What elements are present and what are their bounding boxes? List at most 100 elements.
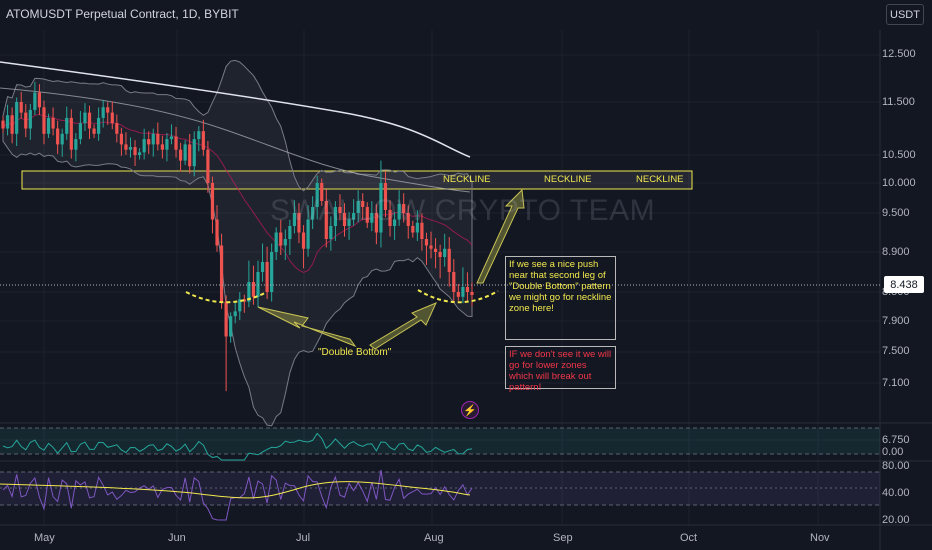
candle-body (342, 213, 347, 226)
ma-line (2, 113, 473, 274)
candle-body (219, 245, 224, 302)
x-tick-label: Sep (553, 532, 573, 544)
candle-body (215, 219, 219, 246)
candle-body (224, 301, 228, 337)
neckline-label: NECKLINE (636, 174, 684, 185)
candle-body (311, 207, 315, 220)
watermark: SWALLOW CRYPTO TEAM (270, 194, 656, 227)
candle-body (165, 139, 169, 150)
candle-body (160, 144, 164, 150)
osc-line (2, 432, 473, 461)
rsi-tick-label: 80.00 (882, 460, 910, 472)
y-tick-label: 6.750 (882, 434, 910, 446)
candle-body (443, 248, 447, 257)
candle-body (447, 248, 451, 272)
candle-body (283, 239, 287, 246)
x-tick-label: Oct (680, 532, 698, 544)
x-tick-label: Jun (168, 532, 186, 544)
candle-body (69, 117, 73, 150)
arrow-left-bottom (257, 306, 357, 348)
candle-body (151, 133, 155, 145)
ma-100-line (0, 87, 471, 193)
candle-body (124, 144, 128, 150)
candle-body (147, 139, 151, 145)
candle-body (388, 210, 392, 226)
candle-body (383, 183, 388, 210)
candle-body (429, 245, 433, 249)
candle-body (406, 213, 410, 226)
candle-body (265, 262, 269, 292)
candle-body (188, 144, 192, 167)
candle-body (210, 183, 215, 220)
moving-averages (0, 61, 473, 274)
candle-body (415, 222, 419, 233)
candle-body (229, 316, 233, 337)
lightning-icon[interactable]: ⚡ (461, 401, 479, 419)
candle-body (156, 133, 160, 145)
candle-body (169, 136, 174, 140)
y-tick-label: 7.500 (882, 345, 910, 357)
bollinger-band-area (2, 59, 473, 427)
candle-body (320, 183, 324, 201)
candle-body (461, 287, 465, 297)
candle-body (106, 107, 110, 113)
y-tick-label: 11.500 (882, 96, 915, 108)
candle-body (97, 117, 101, 134)
bullish-note: If we see a nice push near that second l… (505, 256, 616, 340)
candle-body (274, 232, 278, 252)
candle-body (233, 311, 237, 317)
candle-body (370, 213, 374, 223)
candle-body (324, 201, 328, 239)
candle-body (456, 292, 460, 297)
double-bottom-curve-right (417, 289, 499, 304)
candle-body (15, 102, 19, 134)
y-tick-label: 7.900 (882, 315, 910, 327)
candle-body (46, 117, 51, 134)
y-tick-label: 12.500 (882, 48, 916, 60)
candle-body (329, 226, 333, 239)
candle-body (424, 239, 429, 246)
candle-body (392, 219, 397, 226)
candle-body (301, 232, 306, 249)
candle-body (115, 123, 119, 134)
candle-body (306, 219, 310, 249)
double-bottom-curve-left (185, 291, 266, 304)
candle-body (288, 226, 292, 239)
candle-body (238, 299, 242, 312)
y-tick-label: 8.900 (882, 246, 910, 258)
chart-title: ATOMUSDT Perpetual Contract, 1D, BYBIT (6, 7, 239, 21)
candle-body (33, 92, 37, 110)
candle-body (292, 213, 297, 226)
candle-body (279, 232, 283, 246)
arrow-up-neckline (476, 188, 525, 284)
candle-body (74, 139, 78, 150)
candle-body (37, 92, 42, 108)
candle-body (260, 262, 265, 272)
rsi-pane (0, 469, 880, 521)
x-tick-label: May (34, 532, 55, 544)
candle-body (133, 147, 137, 155)
candle-body (420, 222, 424, 239)
candle-body (83, 112, 87, 124)
candle-body (297, 213, 301, 233)
candle-body (183, 144, 187, 161)
candle-body (28, 109, 32, 129)
y-tick-label: 10.500 (882, 149, 916, 161)
candle-body (247, 282, 251, 302)
bearish-note: IF we don't see it we will go for lower … (505, 346, 616, 393)
candles (1, 81, 474, 392)
candle-body (42, 107, 46, 134)
candle-body (365, 207, 369, 223)
x-tick-label: Nov (810, 532, 830, 544)
neckline-label: NECKLINE (544, 174, 592, 185)
candle-body (92, 128, 96, 134)
double-bottom-label: "Double Bottom" (318, 347, 392, 358)
rsi-tick-label: 40.00 (882, 487, 910, 499)
candle-body (315, 183, 319, 207)
candle-body (338, 207, 342, 213)
currency-button[interactable]: USDT (886, 4, 924, 25)
candle-body (374, 213, 378, 233)
candle-body (356, 201, 360, 213)
candle-body (201, 131, 205, 150)
